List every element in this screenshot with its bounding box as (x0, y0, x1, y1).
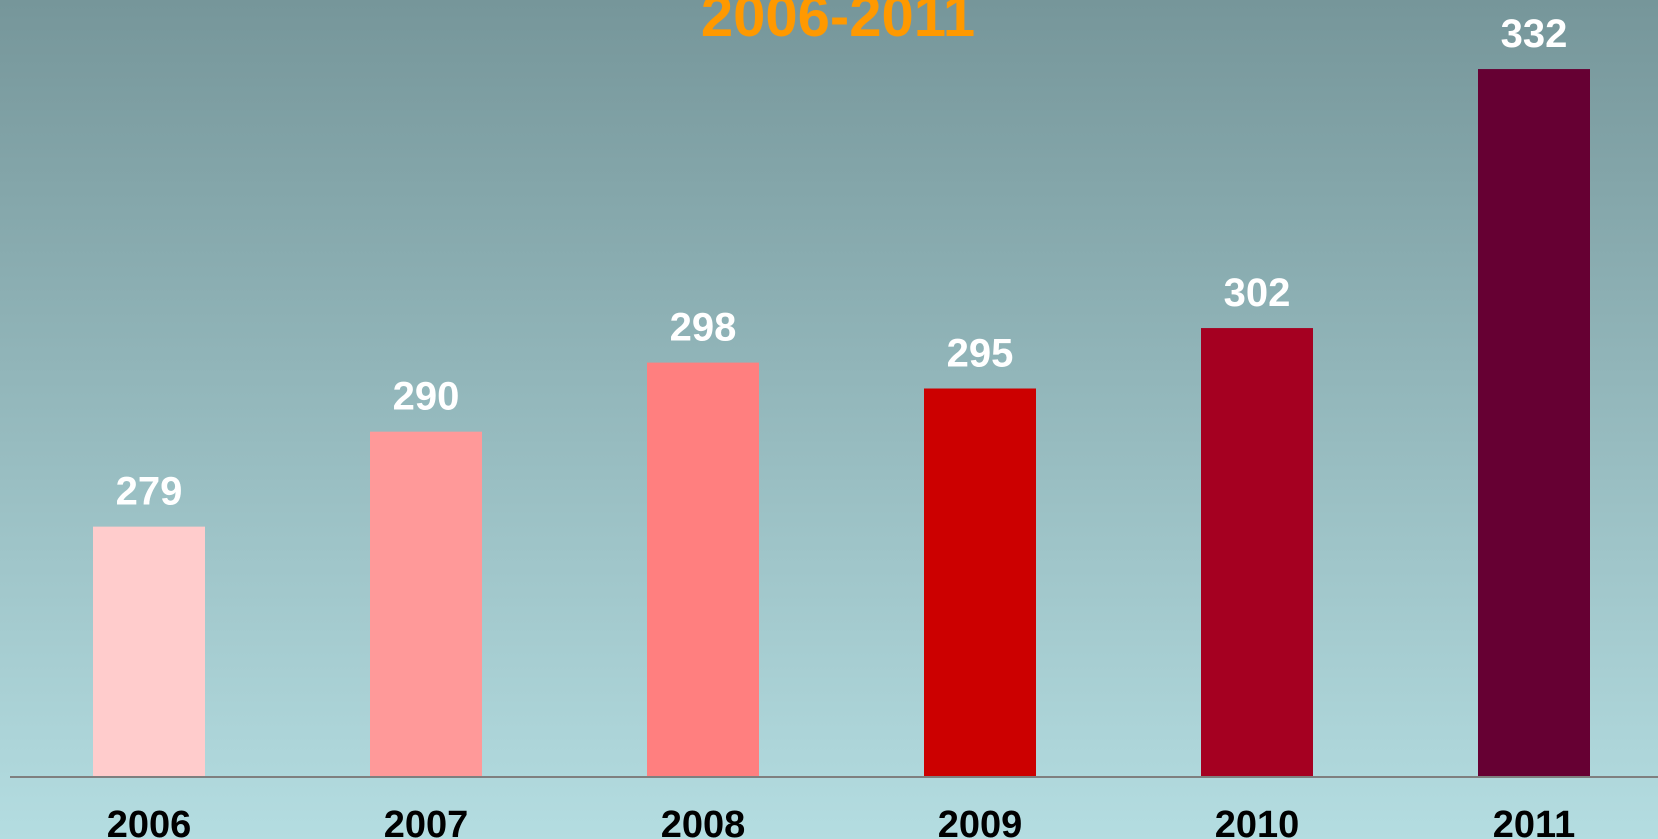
bar (1478, 69, 1590, 778)
value-label: 298 (670, 306, 737, 350)
value-label: 295 (947, 332, 1014, 376)
bar (93, 526, 205, 777)
x-tick-label: 2008 (661, 804, 746, 839)
value-label: 302 (1224, 271, 1291, 315)
bar (647, 362, 759, 777)
value-label: 332 (1501, 12, 1568, 56)
bar (370, 431, 482, 777)
bar (924, 388, 1036, 777)
x-tick-label: 2010 (1215, 804, 1300, 839)
x-tick-label: 2006 (107, 804, 192, 839)
value-label: 290 (393, 375, 460, 419)
value-label: 279 (116, 470, 183, 514)
bar (1201, 328, 1313, 777)
x-tick-label: 2009 (938, 804, 1023, 839)
x-tick-label: 2011 (1493, 804, 1575, 839)
chart-title: 2006-2011 (701, 0, 975, 49)
x-tick-label: 2007 (384, 804, 469, 839)
